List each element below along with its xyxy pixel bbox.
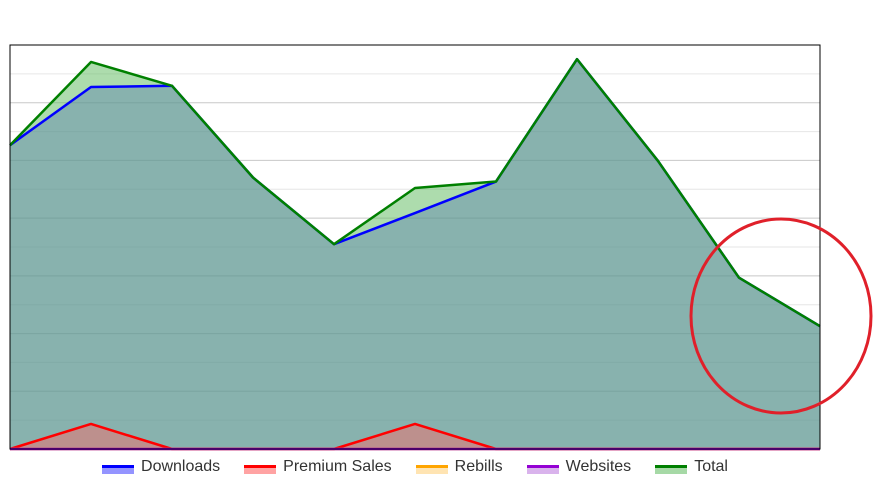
legend-swatch: [102, 461, 135, 474]
area-total: [10, 59, 820, 449]
highlight-circle: [689, 217, 873, 415]
legend-label: Total: [694, 458, 728, 475]
legend-swatch: [655, 461, 688, 474]
legend-item-downloads[interactable]: Downloads: [102, 458, 220, 476]
legend-item-websites[interactable]: Websites: [526, 458, 632, 476]
line-total: [9, 57, 821, 328]
legend-label: Websites: [565, 458, 632, 475]
chart-legend: Downloads Premium Sales Rebills Websites Tot…: [0, 458, 830, 476]
highlight-annotation: [689, 217, 873, 415]
plot-border: [9, 44, 821, 450]
area-downloads: [10, 59, 820, 449]
legend-label: Downloads: [141, 458, 221, 475]
legend-label: Rebills: [454, 458, 503, 475]
legend-item-rebills[interactable]: Rebills: [415, 458, 503, 476]
series-areas: [10, 59, 820, 449]
legend-swatch: [415, 461, 448, 474]
area-premium-sales: [10, 423, 820, 449]
legend-item-total[interactable]: Total: [655, 458, 728, 476]
legend-item-premium-sales[interactable]: Premium Sales: [244, 458, 392, 476]
legend-swatch: [526, 461, 559, 474]
legend-swatch: [244, 461, 277, 474]
legend-label: Premium Sales: [283, 458, 392, 475]
